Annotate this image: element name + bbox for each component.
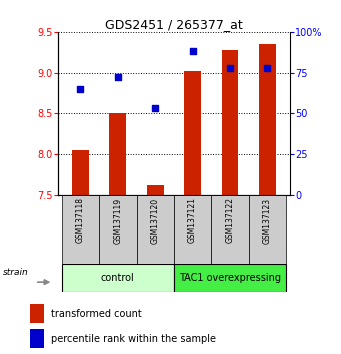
Title: GDS2451 / 265377_at: GDS2451 / 265377_at [105, 18, 243, 31]
Bar [30, 329, 44, 348]
Text: GSM137120: GSM137120 [151, 198, 160, 244]
Bar [147, 185, 164, 195]
Point [152, 105, 158, 111]
Point [265, 65, 270, 70]
Bar [184, 71, 201, 195]
Text: GSM137121: GSM137121 [188, 198, 197, 244]
Point [190, 48, 195, 54]
Bar [174, 195, 211, 264]
Text: strain: strain [3, 268, 29, 277]
Point [78, 86, 83, 92]
Bar [249, 195, 286, 264]
Bar [109, 113, 126, 195]
Point [227, 65, 233, 70]
Bar [30, 304, 44, 323]
Bar [211, 195, 249, 264]
Bar [62, 195, 99, 264]
Bar [72, 150, 89, 195]
Bar [222, 50, 238, 195]
Bar [259, 44, 276, 195]
Bar [174, 264, 286, 292]
Bar [62, 264, 174, 292]
Text: transformed count: transformed count [51, 309, 142, 319]
Text: GSM137122: GSM137122 [225, 198, 235, 244]
Text: GSM137123: GSM137123 [263, 198, 272, 244]
Bar [99, 195, 136, 264]
Text: percentile rank within the sample: percentile rank within the sample [51, 333, 216, 344]
Text: control: control [101, 273, 135, 283]
Bar [136, 195, 174, 264]
Text: GSM137118: GSM137118 [76, 198, 85, 244]
Point [115, 75, 120, 80]
Text: GSM137119: GSM137119 [113, 198, 122, 244]
Text: TAC1 overexpressing: TAC1 overexpressing [179, 273, 281, 283]
